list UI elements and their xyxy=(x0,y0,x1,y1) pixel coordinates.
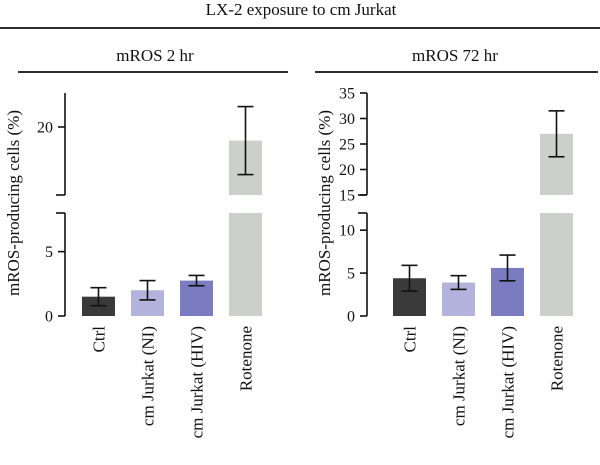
x-tick-label: cm Jurkat (NI) xyxy=(139,326,158,426)
x-tick-label: Ctrl xyxy=(401,326,420,353)
y-tick-label: 35 xyxy=(339,86,355,103)
x-tick-label: Rotenone xyxy=(237,326,256,391)
y-tick-label: 5 xyxy=(347,266,355,283)
x-tick-label: cm Jurkat (NI) xyxy=(450,326,469,426)
x-tick-label: cm Jurkat (HIV) xyxy=(499,326,518,438)
panel-title-2hr: mROS 2 hr xyxy=(116,46,194,65)
y-tick-label: 10 xyxy=(339,223,355,240)
y-tick-label: 5 xyxy=(45,244,53,261)
figure-main-title: LX-2 exposure to cm Jurkat xyxy=(206,0,397,19)
x-tick-label: Rotenone xyxy=(548,326,567,391)
bar-lower-part xyxy=(229,213,262,316)
bar-lower-part xyxy=(540,213,573,316)
y-axis-label-72hr: mROS-producing cells (%) xyxy=(315,110,334,296)
y-tick-label: 0 xyxy=(347,309,355,326)
y-tick-label: 0 xyxy=(45,309,53,326)
x-tick-label: cm Jurkat (HIV) xyxy=(188,326,207,438)
chart-panel-2hr: 0 5 20 Ctrl cm Jurkat (NI) cm Jurkat (HIV) Rot… xyxy=(37,93,262,438)
panel-title-72hr: mROS 72 hr xyxy=(412,46,498,65)
y-tick-label: 30 xyxy=(339,111,355,128)
chart-panel-72hr: 0 5 10 15 20 25 30 35 Ctrl cm Jurkat (NI) cm Jurka… xyxy=(339,86,573,438)
y-tick-label: 20 xyxy=(339,162,355,179)
y-axis-label-2hr: mROS-producing cells (%) xyxy=(4,110,23,296)
x-tick-label: Ctrl xyxy=(90,326,109,353)
y-tick-label: 15 xyxy=(339,188,355,205)
y-tick-label: 20 xyxy=(37,120,53,137)
y-tick-label: 25 xyxy=(339,137,355,154)
